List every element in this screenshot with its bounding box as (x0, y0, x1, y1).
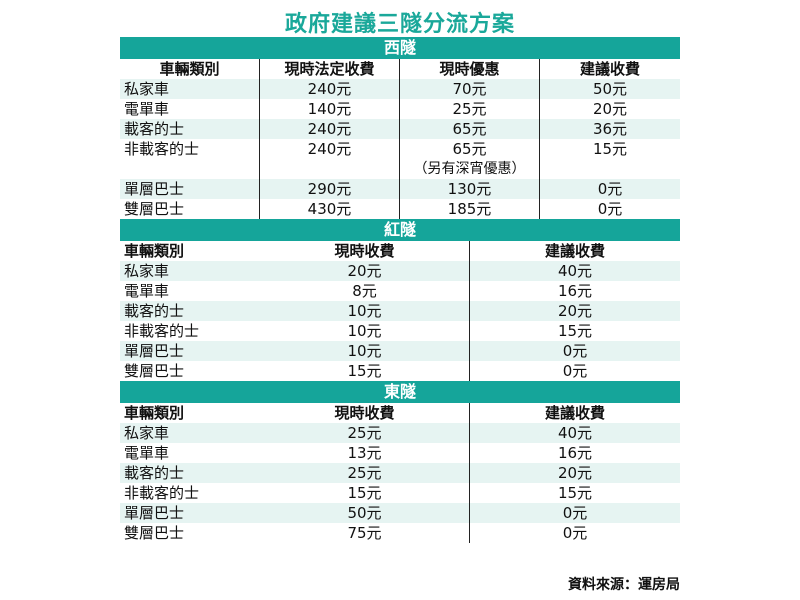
vehicle-type-cell: 單層巴士 (124, 342, 185, 360)
table-row: 雙層巴士 430元 185元 0元 (120, 199, 680, 219)
vehicle-type-cell: 單層巴士 (124, 504, 185, 522)
vehicle-type-cell: 非載客的士 (124, 322, 200, 340)
table-cell: 50元 (592, 80, 628, 98)
table-cell: 15元 (557, 322, 593, 340)
section-header-west: 西隧 (120, 37, 680, 59)
column-header: 現時收費 (260, 403, 470, 423)
table-cell: 16元 (557, 444, 593, 462)
column-header: 現時收費 (260, 241, 470, 261)
column-header: 現時法定收費 (260, 59, 400, 79)
table-row: 私家車 25元 40元 (120, 423, 680, 443)
column-header: 車輛類別 (120, 59, 260, 79)
section-header-red: 紅隧 (120, 219, 680, 241)
table-row: 電單車 13元 16元 (120, 443, 680, 463)
table-cell: 25元 (260, 463, 470, 483)
table-cell: 15元 (260, 361, 470, 381)
table-cell: 10元 (260, 341, 470, 361)
table-cell: 75元 (260, 523, 470, 543)
table-cell: 16元 (557, 282, 593, 300)
table-header-row: 車輛類別 現時收費 建議收費 (120, 403, 680, 423)
table-cell: 185元 (400, 199, 540, 219)
table-cell: 290元 (260, 179, 400, 199)
table-cell: 430元 (260, 199, 400, 219)
table-cell: 10元 (260, 321, 470, 341)
source-credit: 資料來源：運房局 (568, 577, 680, 593)
table-row: 單層巴士 290元 130元 0元 (120, 179, 680, 199)
table-cell: 0元 (562, 342, 588, 360)
table-cell: 65元 (400, 119, 540, 139)
vehicle-type-cell: 雙層巴士 (124, 362, 185, 380)
table-cell: 240元 (260, 119, 400, 139)
table-header-row: 車輛類別 現時法定收費 現時優惠 建議收費 (120, 59, 680, 79)
table-cell: 25元 (400, 99, 540, 119)
vehicle-type-cell: 載客的士 (124, 302, 185, 320)
vehicle-type-cell: 電單車 (124, 282, 170, 300)
table-cell: 50元 (260, 503, 470, 523)
table-cell: 70元 (400, 79, 540, 99)
table-row: 雙層巴士 15元 0元 (120, 361, 680, 381)
vehicle-type-cell: 私家車 (120, 79, 260, 99)
table-cell: 0元 (562, 362, 588, 380)
vehicle-type-cell: 雙層巴士 (120, 199, 260, 219)
table-row: 單層巴士 10元 0元 (120, 341, 680, 361)
page-title: 政府建議三隧分流方案 (284, 12, 515, 37)
column-header: 車輛類別 (124, 242, 185, 260)
toll-table: 西隧 車輛類別 現時法定收費 現時優惠 建議收費 私家車 240元 70元 50… (120, 37, 680, 543)
table-cell: 40元 (557, 424, 593, 442)
late-night-discount-note: （另有深宵優惠） (413, 161, 526, 177)
vehicle-type-cell: 私家車 (124, 424, 170, 442)
column-header: 建議收費 (544, 242, 605, 260)
table-cell: 240元 (260, 79, 400, 99)
table-cell: 20元 (592, 100, 628, 118)
table-row: 非載客的士 15元 15元 (120, 483, 680, 503)
table-cell: 15元 (260, 483, 470, 503)
table-cell: 36元 (592, 120, 628, 138)
table-row: 載客的士 10元 20元 (120, 301, 680, 321)
vehicle-type-cell: 私家車 (124, 262, 170, 280)
column-header: 建議收費 (544, 404, 605, 422)
table-cell: 65元 (452, 140, 487, 158)
table-row: 載客的士 240元 65元 36元 (120, 119, 680, 139)
table-row: 電單車 140元 25元 20元 (120, 99, 680, 119)
table-cell: 0元 (562, 504, 588, 522)
table-cell: 20元 (557, 464, 593, 482)
table-row: 載客的士 25元 20元 (120, 463, 680, 483)
table-cell: 140元 (260, 99, 400, 119)
table-cell: 13元 (260, 443, 470, 463)
vehicle-type-cell: 雙層巴士 (124, 524, 185, 542)
vehicle-type-cell: 電單車 (120, 99, 260, 119)
table-row: 單層巴士 50元 0元 (120, 503, 680, 523)
table-cell: 8元 (260, 281, 470, 301)
table-row: 非載客的士 240元 65元 （另有深宵優惠） 15元 (120, 139, 680, 179)
table-cell: 20元 (260, 261, 470, 281)
table-cell: 20元 (557, 302, 593, 320)
section-header-east: 東隧 (120, 381, 680, 403)
table-row: 私家車 20元 40元 (120, 261, 680, 281)
vehicle-type-cell: 非載客的士 (124, 484, 200, 502)
table-row: 雙層巴士 75元 0元 (120, 523, 680, 543)
vehicle-type-cell: 非載客的士 (120, 139, 260, 179)
column-header: 現時優惠 (400, 59, 540, 79)
table-row: 私家車 240元 70元 50元 (120, 79, 680, 99)
table-cell: 0元 (597, 180, 623, 198)
table-cell: 10元 (260, 301, 470, 321)
table-cell: 0元 (597, 200, 623, 218)
table-row: 非載客的士 10元 15元 (120, 321, 680, 341)
table-cell: 25元 (260, 423, 470, 443)
table-cell: 15元 (557, 484, 593, 502)
column-header: 建議收費 (579, 60, 640, 78)
table-header-row: 車輛類別 現時收費 建議收費 (120, 241, 680, 261)
vehicle-type-cell: 載客的士 (120, 119, 260, 139)
table-row: 電單車 8元 16元 (120, 281, 680, 301)
vehicle-type-cell: 電單車 (124, 444, 170, 462)
table-cell: 15元 (592, 140, 628, 158)
table-cell: 240元 (260, 139, 400, 179)
vehicle-type-cell: 載客的士 (124, 464, 185, 482)
table-cell-with-note: 65元 （另有深宵優惠） (400, 139, 540, 179)
table-cell: 40元 (557, 262, 593, 280)
table-cell: 130元 (400, 179, 540, 199)
column-header: 車輛類別 (124, 404, 185, 422)
vehicle-type-cell: 單層巴士 (120, 179, 260, 199)
table-cell: 0元 (562, 524, 588, 542)
